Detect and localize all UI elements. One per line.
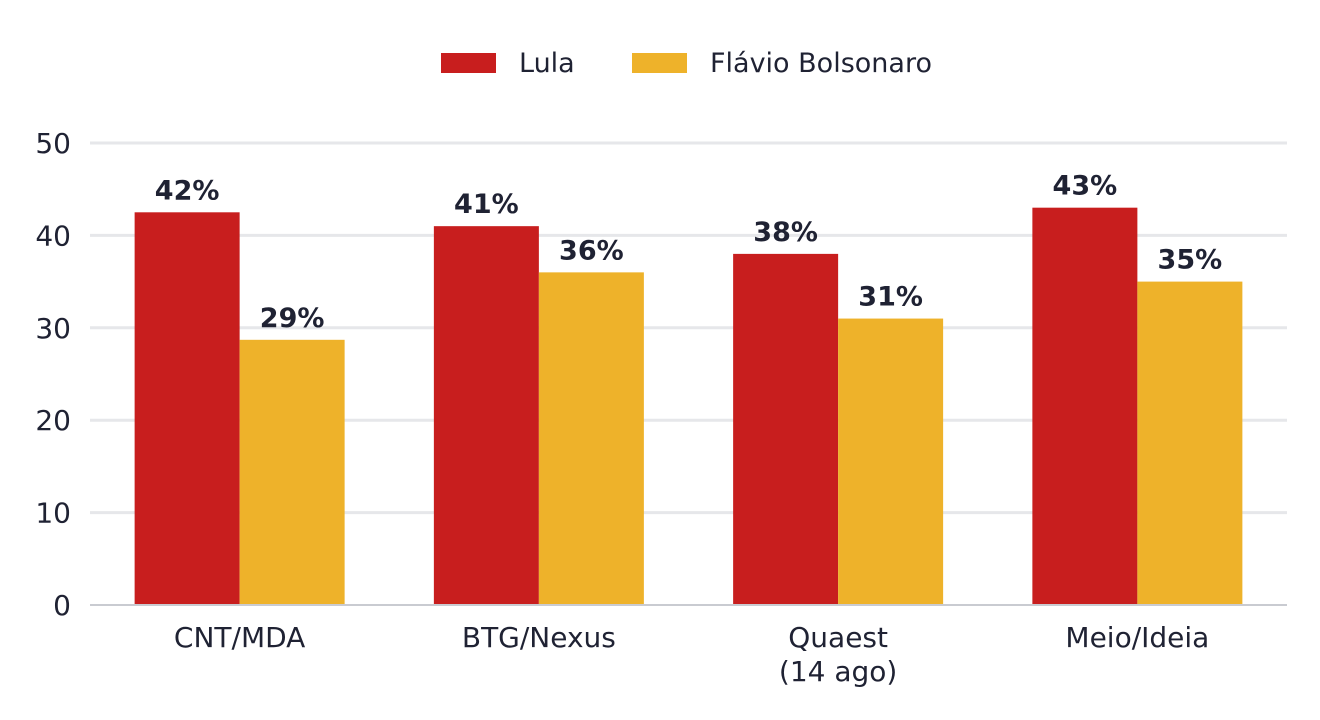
y-tick-label: 30 — [35, 312, 71, 345]
data-label: 35% — [1158, 245, 1223, 276]
legend-label: Flávio Bolsonaro — [710, 48, 932, 79]
legend-swatch — [632, 53, 687, 73]
data-label: 42% — [155, 175, 220, 206]
data-label: 43% — [1053, 171, 1118, 202]
bar-lula — [433, 226, 539, 605]
bar-lula — [1032, 207, 1138, 605]
legend-swatch — [441, 53, 496, 73]
data-label: 29% — [260, 303, 325, 334]
x-tick-label: CNT/MDA — [174, 621, 305, 654]
y-tick-label: 0 — [53, 589, 71, 622]
bar-fl-vio-bolsonaro — [538, 272, 644, 605]
y-tick-label: 50 — [35, 127, 71, 160]
x-tick-label: Meio/Ideia — [1065, 621, 1209, 654]
data-label: 31% — [858, 282, 923, 313]
y-tick-label: 40 — [35, 219, 71, 252]
bar-fl-vio-bolsonaro — [838, 318, 944, 605]
data-label: 38% — [753, 217, 818, 248]
y-tick-label: 10 — [35, 497, 71, 530]
data-label: 41% — [454, 189, 519, 220]
y-tick-label: 20 — [35, 404, 71, 437]
bar-fl-vio-bolsonaro — [239, 339, 345, 605]
x-tick-label: BTG/Nexus — [462, 621, 616, 654]
legend-label: Lula — [519, 48, 575, 79]
x-tick-label: (14 ago) — [779, 655, 897, 688]
bar-lula — [134, 212, 240, 606]
bar-lula — [733, 253, 839, 605]
data-label: 36% — [559, 235, 624, 266]
x-tick-label: Quaest — [788, 621, 888, 654]
bar-fl-vio-bolsonaro — [1137, 281, 1243, 605]
